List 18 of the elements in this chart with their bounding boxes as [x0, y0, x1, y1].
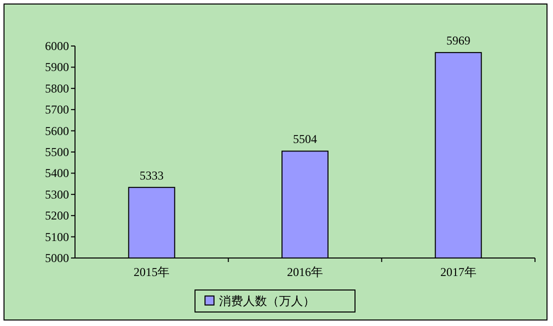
y-tick-label: 5600: [45, 124, 69, 138]
y-tick-label: 5500: [45, 145, 69, 159]
y-tick-label: 5700: [45, 102, 69, 117]
x-tick-label: 2016年: [287, 265, 323, 279]
y-tick-label: 5200: [45, 208, 69, 223]
data-label: 5969: [446, 34, 470, 48]
legend-label: 消费人数（万人）: [219, 294, 315, 308]
x-tick-label: 2017年: [440, 265, 476, 279]
y-tick-label: 5800: [45, 81, 69, 96]
y-tick-label: 6000: [45, 39, 69, 53]
y-tick-label: 5100: [45, 230, 69, 244]
data-label: 5504: [293, 132, 317, 146]
y-tick-label: 5400: [45, 166, 69, 180]
y-tick-label: 5900: [45, 60, 69, 74]
x-tick-label: 2015年: [134, 265, 170, 279]
data-label: 5333: [140, 168, 164, 182]
y-tick-label: 5300: [45, 187, 69, 202]
y-tick-label: 5000: [45, 251, 69, 265]
